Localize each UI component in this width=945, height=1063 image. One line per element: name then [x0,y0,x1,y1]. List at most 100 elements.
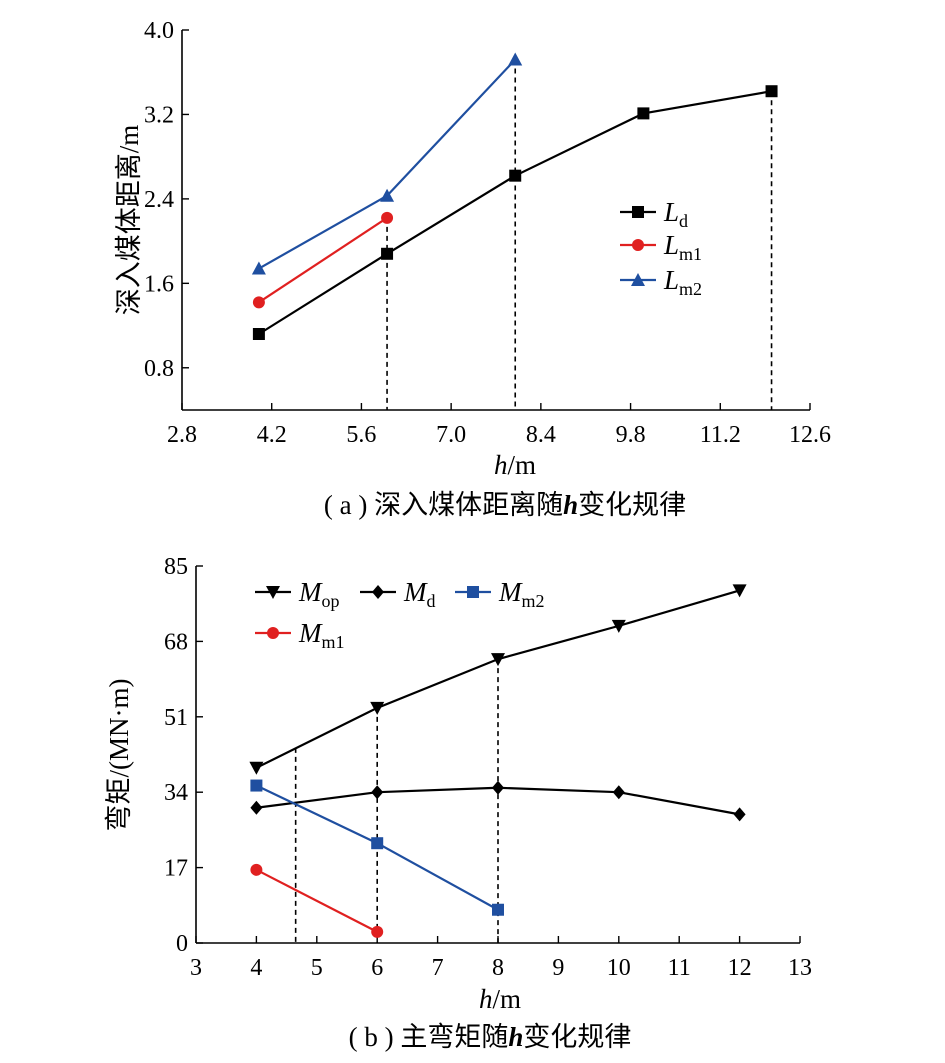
legend-label-name: M [298,577,323,607]
caption-suffix: 变化规律 [578,490,686,520]
y-tick-label: 85 [164,554,188,580]
x-tick-label: 10 [607,955,631,981]
legend-label: Mop [298,577,340,611]
caption-var: h [563,490,578,520]
y-tick-label: 0.8 [144,356,174,382]
y-tick-label: 1.6 [144,271,174,297]
data-point [508,52,523,66]
data-point [611,619,626,633]
legend-label: Lm2 [663,265,702,299]
x-tick-label: 2.8 [167,422,197,448]
series-Lm1 [252,211,394,309]
data-point [612,785,625,800]
y-tick-label: 4.0 [144,18,174,44]
legend-label-name: L [663,197,679,227]
data-point [252,328,265,340]
x-tick-label: 4.2 [257,422,287,448]
legend-label-sub: d [679,211,688,231]
data-point [370,701,385,715]
series-Lm2 [251,52,523,275]
series-line [258,216,388,304]
data-point [509,169,522,182]
legend-label-sub: op [322,591,340,611]
data-point [733,807,746,822]
data-point [251,261,266,275]
data-point [250,863,263,876]
x-tick-label: 11.2 [700,422,741,448]
legend-label-name: M [403,577,428,607]
legend-marker [632,239,644,251]
chart-a: 0.8 1.6 2.4 3.2 4.0 2.8 4.2 5.6 7.0 8.4 9.8 11.2 12.… [114,18,831,520]
x-tick-label: 13 [788,955,812,981]
x-tick-label: 11 [668,955,691,981]
legend-label-name: L [663,230,679,260]
x-tick-label: 5 [311,955,323,981]
legend-marker [267,627,279,639]
caption-var: h [508,1022,523,1052]
x-tick-label: 12 [728,955,752,981]
x-axis-label-var: h [479,984,493,1014]
x-tick-label: 4 [250,955,262,981]
caption-suffix: 变化规律 [523,1022,631,1052]
data-point [637,107,650,120]
data-point [765,85,778,98]
legend-item: Ld [620,197,688,231]
x-tick-label: 8 [492,955,504,981]
legend-item: Lm1 [620,230,702,264]
data-point [250,779,263,792]
legend-item: Lm2 [620,265,702,299]
caption-prefix: ( a ) 深入煤体距离随 [324,490,563,520]
legend-item: Mm1 [255,618,345,652]
x-tick-label: 7 [432,955,444,981]
series-Mm2 [250,779,504,916]
legend-label: Lm1 [663,230,702,264]
series-line [255,868,378,933]
x-tick-label: 9 [552,955,564,981]
y-tick-label: 0 [176,931,188,957]
legend-marker [372,585,384,599]
x-tick-label: 3 [190,955,202,981]
data-point [492,780,504,795]
x-tick-label: 5.6 [346,422,376,448]
series-Mop [249,584,747,775]
x-tick-label: 7.0 [436,422,466,448]
x-tick-label: 12.6 [789,422,831,448]
legend-label-sub: m2 [522,591,545,611]
y-axis-label: 深入煤体距离/m [114,125,144,316]
legend-label-sub: d [427,591,436,611]
y-tick-label: 3.2 [144,102,174,128]
legend-label: Md [403,577,436,611]
legend-marker [631,273,645,286]
legend-label-sub: m1 [322,632,345,652]
legend-item: Mop [255,577,340,611]
series-Ld [252,85,778,340]
x-tick-label: 9.8 [616,422,646,448]
y-tick-label: 34 [164,780,188,806]
x-axis-label-unit: /m [507,450,536,480]
legend-label-name: M [498,577,523,607]
data-point [380,188,395,202]
data-point [492,903,504,916]
x-axis-label-var: h [494,450,508,480]
legend-label-sub: m1 [679,244,702,264]
legend-marker [632,206,644,218]
x-tick-label: 8.4 [526,422,556,448]
legend-label-sub: m2 [679,279,702,299]
legend-item: Md [360,577,436,611]
legend-label: Ld [663,197,688,231]
legend-marker [467,586,479,598]
data-point [371,837,384,850]
caption: ( a ) 深入煤体距离随h变化规律 [324,490,686,520]
caption: ( b ) 主弯矩随h变化规律 [349,1022,632,1052]
x-axis-label: h/m [479,984,521,1014]
data-point [371,925,384,938]
legend-label: Mm2 [498,577,545,611]
data-point [381,211,394,224]
y-tick-label: 17 [164,856,188,882]
data-point [491,653,505,667]
y-tick-label: 2.4 [144,187,174,213]
legend-marker [266,586,280,599]
data-point [371,785,384,800]
data-point [250,800,263,815]
